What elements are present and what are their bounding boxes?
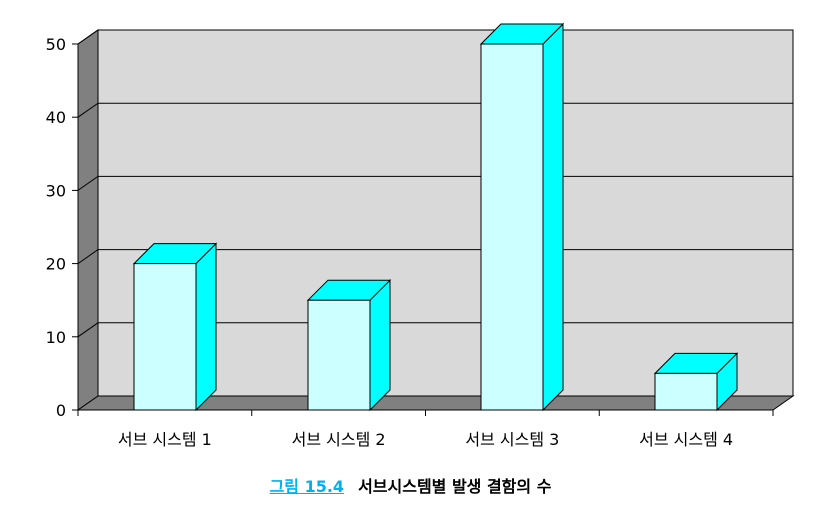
y-tick-label: 50: [46, 35, 66, 54]
bar-chart: 0 10 20 30 40 50 서브 시스템 1 서브 시스템 2 서브 시스템 3 서브 시스…: [46, 22, 795, 449]
y-tick-label: 30: [46, 181, 66, 200]
bar-side-face: [369, 278, 391, 412]
bar-front-face: [307, 299, 371, 411]
bar-front-face: [654, 372, 718, 411]
x-category-label: 서브 시스템 1: [118, 430, 212, 449]
y-tick-label: 0: [56, 401, 66, 420]
figure-number: 그림 15.4: [269, 477, 345, 496]
side-wall: [77, 29, 99, 411]
x-category-label: 서브 시스템 2: [292, 430, 386, 449]
bars: [132, 22, 739, 412]
y-tick-label: 40: [46, 108, 66, 127]
x-category-label: 서브 시스템 3: [465, 430, 559, 449]
figure-caption: 그림 15.4 서브시스템별 발생 결함의 수: [0, 476, 821, 498]
bar: [306, 278, 392, 412]
bar-front-face: [133, 263, 197, 411]
bar-side-face: [195, 242, 217, 412]
bar: [653, 352, 739, 412]
x-category-label: 서브 시스템 4: [639, 430, 733, 449]
y-tick-label: 10: [46, 328, 66, 347]
bar: [132, 242, 218, 412]
bar: [479, 22, 565, 412]
y-tick-label: 20: [46, 255, 66, 274]
bar-side-face: [542, 22, 564, 412]
figure-title: 서브시스템별 발생 결함의 수: [358, 477, 552, 496]
bar-front-face: [480, 43, 544, 411]
axis-labels: 0 10 20 30 40 50 서브 시스템 1 서브 시스템 2 서브 시스템 3 서브 시스…: [46, 35, 733, 449]
